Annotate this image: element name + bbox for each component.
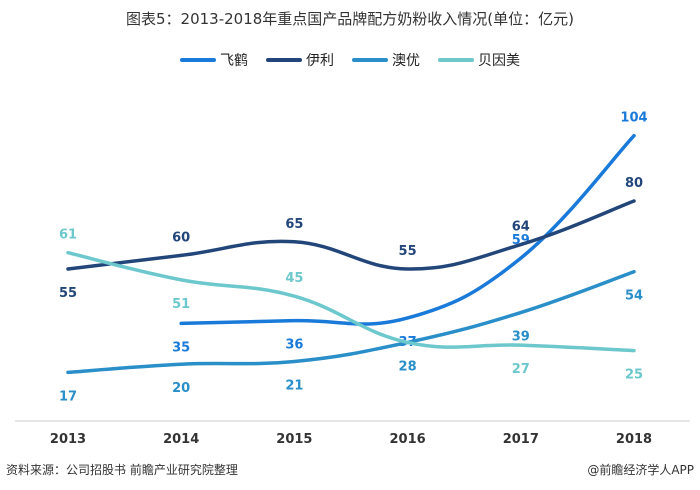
- legend-item: 贝因美: [438, 50, 520, 70]
- legend-swatch: [438, 58, 474, 62]
- data-label: 54: [625, 289, 643, 304]
- x-tick-label: 2018: [616, 432, 652, 447]
- data-label: 64: [512, 220, 530, 235]
- data-label: 21: [285, 378, 303, 393]
- x-tick-label: 2016: [390, 432, 426, 447]
- legend-label: 贝因美: [478, 53, 520, 69]
- source-note: 资料来源：公司招股书 前瞻产业研究院整理: [6, 463, 238, 477]
- legend-label: 澳优: [392, 53, 420, 69]
- data-label: 39: [512, 330, 530, 345]
- data-label: 35: [172, 340, 190, 355]
- series-line-澳优: [66, 269, 636, 375]
- data-label: 27: [512, 362, 530, 377]
- x-tick-label: 2017: [503, 432, 539, 447]
- data-label: 28: [399, 359, 417, 374]
- legend-label: 伊利: [306, 53, 334, 69]
- brand-credit: @前瞻经济学人APP: [587, 463, 694, 477]
- data-label: 36: [285, 338, 303, 353]
- legend-item: 伊利: [266, 50, 334, 70]
- legend-item: 澳优: [352, 50, 420, 70]
- chart-title: 图表5：2013-2018年重点国产品牌配方奶粉收入情况(单位：亿元): [125, 10, 574, 28]
- data-label: 65: [285, 217, 303, 232]
- legend-swatch: [352, 58, 388, 62]
- x-tick-label: 2013: [50, 432, 86, 447]
- legend: 飞鹤 伊利 澳优 贝因美: [0, 50, 700, 70]
- x-tick-label: 2015: [276, 432, 312, 447]
- data-label: 80: [625, 176, 643, 191]
- x-tick-label: 2014: [163, 432, 199, 447]
- data-label: 55: [59, 286, 77, 301]
- data-label: 60: [172, 230, 190, 245]
- data-label: 55: [399, 244, 417, 259]
- data-label: 45: [285, 271, 303, 286]
- series-line-伊利: [66, 199, 636, 271]
- data-label: 51: [172, 297, 190, 312]
- legend-item: 飞鹤: [180, 50, 248, 70]
- legend-swatch: [266, 58, 302, 62]
- legend-swatch: [180, 58, 216, 62]
- series-line-飞鹤: [179, 133, 636, 326]
- data-label: 17: [59, 389, 77, 404]
- legend-label: 飞鹤: [220, 53, 248, 69]
- data-label: 61: [59, 228, 77, 243]
- series-line-贝因美: [66, 250, 636, 353]
- data-label: 20: [172, 381, 190, 396]
- data-label: 25: [625, 368, 643, 383]
- data-label: 104: [620, 111, 647, 126]
